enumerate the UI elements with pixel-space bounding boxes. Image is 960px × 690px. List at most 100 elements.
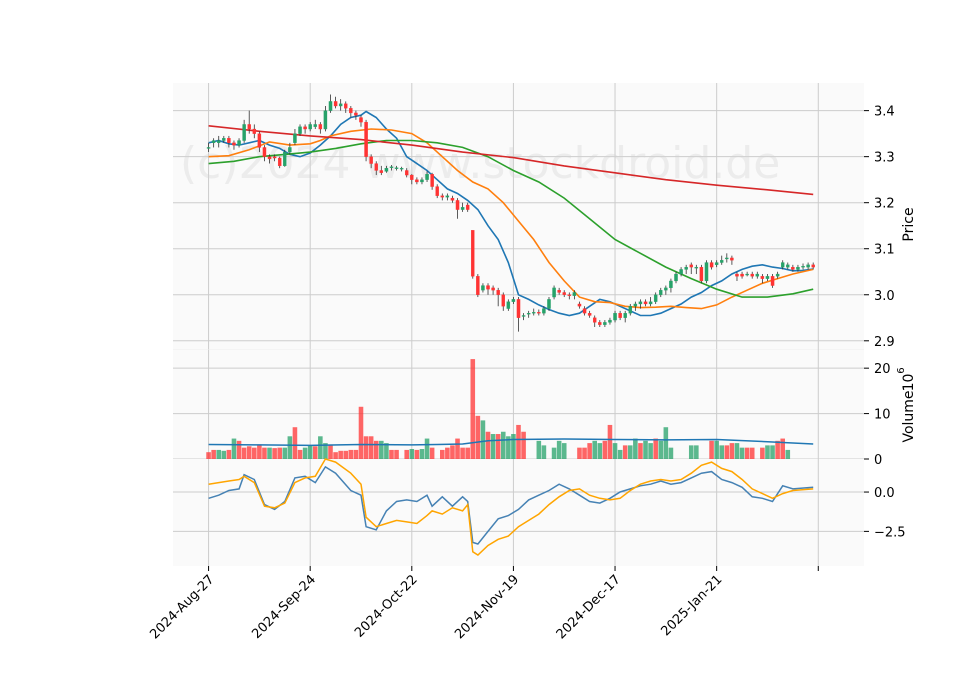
volume-bar	[643, 440, 648, 459]
candle	[780, 262, 785, 268]
volume-bar	[450, 445, 455, 459]
candle	[394, 167, 399, 169]
candle	[511, 299, 516, 302]
candle	[801, 266, 805, 268]
candle	[252, 128, 257, 134]
candle	[623, 313, 627, 318]
candle	[323, 110, 328, 130]
volume-bar	[297, 449, 303, 459]
candle	[552, 287, 556, 298]
candle	[430, 173, 434, 187]
volume-bar	[648, 443, 653, 459]
candle	[333, 101, 338, 107]
volume-bar	[582, 447, 587, 459]
candle	[283, 151, 287, 167]
candle	[308, 124, 312, 130]
candle	[598, 322, 602, 325]
candle	[638, 301, 643, 305]
x-tick-label-2: 2024-Oct-22	[352, 572, 420, 640]
ma-line-sma_mid	[208, 128, 814, 310]
volume-bar	[775, 440, 780, 459]
candle	[471, 230, 475, 277]
candle	[537, 312, 541, 314]
candle	[608, 319, 612, 323]
volume-bar	[607, 424, 613, 459]
candle	[567, 294, 572, 296]
volume-bar	[343, 450, 349, 459]
candle	[730, 257, 734, 261]
volume-bar	[404, 449, 410, 459]
volume-ma-line	[208, 438, 814, 447]
volume-bar	[328, 445, 333, 459]
volume-bar	[221, 450, 227, 459]
candle	[532, 312, 536, 314]
volume-bar	[511, 434, 516, 459]
volume-bar	[688, 445, 694, 459]
volume-bar	[668, 447, 674, 459]
volume-scale-exponent: 6	[896, 367, 907, 373]
candle	[450, 197, 455, 201]
candle	[740, 273, 744, 277]
volume-ytick-label-0: 0	[874, 453, 882, 468]
candle	[206, 147, 211, 149]
candle	[709, 262, 714, 268]
volume-bar	[241, 447, 247, 459]
x-tick-label-1: 2024-Sep-24	[249, 572, 319, 642]
volume-bar	[627, 445, 633, 459]
volume-bar	[714, 440, 719, 459]
volume-bar	[770, 445, 775, 459]
candle	[521, 315, 526, 317]
volume-bar	[206, 452, 211, 459]
candle	[211, 140, 216, 143]
candle	[775, 273, 780, 277]
volume-bar	[277, 447, 282, 459]
candle	[318, 124, 323, 130]
candle	[237, 140, 241, 146]
volume-bar	[368, 436, 374, 459]
volume-bar	[440, 449, 445, 459]
volume-scale-base: 10	[901, 374, 917, 392]
candle	[379, 170, 384, 173]
candle	[344, 103, 348, 109]
candle	[714, 262, 719, 265]
volume-bar	[424, 438, 430, 459]
volume-bar	[694, 445, 699, 459]
volume-bar	[460, 447, 465, 459]
volume-bar	[262, 447, 267, 459]
price-axis-label: Price	[901, 207, 917, 241]
volume-bar	[236, 440, 242, 459]
volume-bar	[490, 434, 496, 459]
candle	[374, 163, 378, 171]
candle	[349, 108, 353, 114]
volume-axis-label: Volume	[901, 390, 917, 442]
candle	[745, 273, 749, 276]
candle	[811, 264, 815, 268]
volume-bar	[287, 436, 293, 459]
volume-bar	[500, 431, 506, 459]
volume-bar	[419, 449, 425, 459]
volume-bar	[318, 436, 323, 459]
volume-bar	[653, 438, 658, 459]
candle	[674, 273, 678, 282]
candle	[313, 124, 317, 127]
volume-bar	[394, 449, 399, 459]
candle	[760, 276, 765, 279]
volume-bar	[719, 445, 725, 459]
candle	[481, 285, 485, 291]
volume-bar	[226, 449, 232, 459]
volume-bar	[577, 447, 582, 459]
candle	[359, 117, 363, 123]
candle	[222, 138, 226, 141]
volume-bar	[373, 440, 379, 459]
volume-bar	[470, 359, 476, 459]
volume-bar	[323, 443, 328, 459]
osc-line-signal	[208, 458, 814, 556]
volume-bar	[445, 447, 450, 459]
candle	[587, 313, 592, 316]
volume-bar	[216, 449, 222, 459]
volume-bar	[729, 443, 735, 459]
volume-bar	[765, 445, 770, 459]
candle	[633, 303, 638, 307]
volume-bar	[663, 427, 669, 459]
